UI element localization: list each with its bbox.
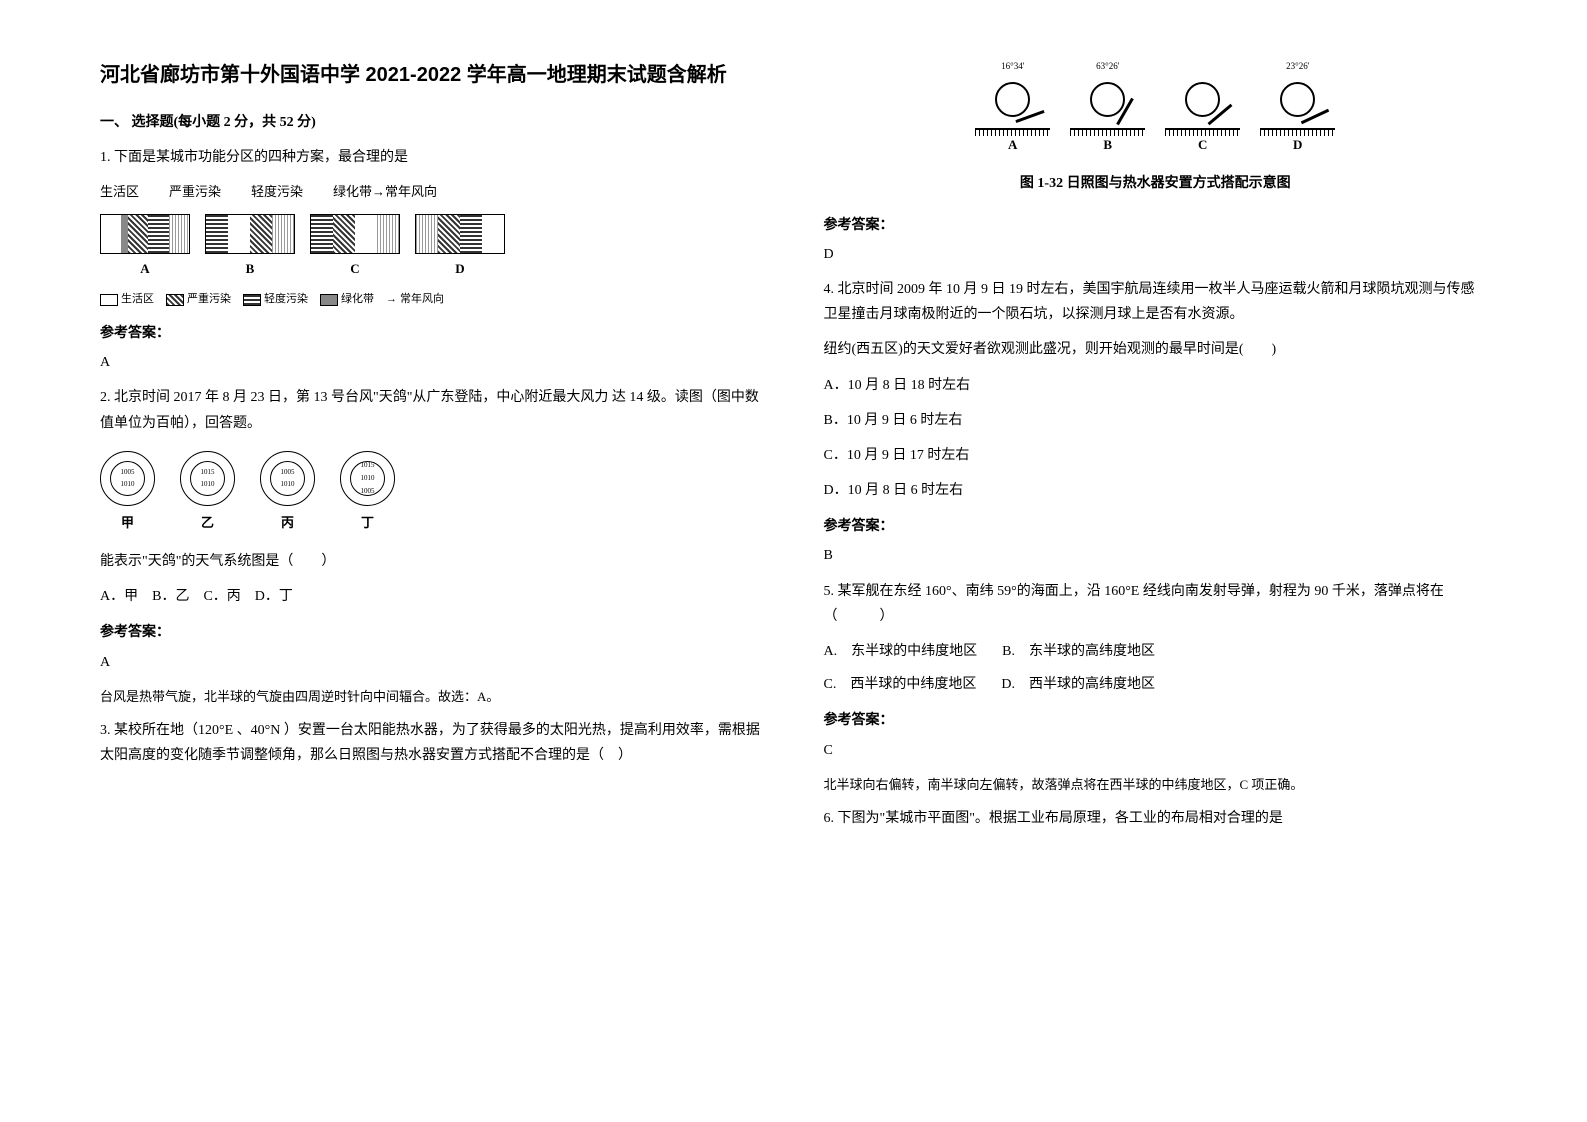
q3-diagram: 16°34' A 63°26' B xyxy=(824,70,1488,197)
q5-opt-d: D. 西半球的高纬度地区 xyxy=(1001,672,1155,697)
q1-legend-strip: 生活区 严重污染 轻度污染 绿化带 →常年风向 xyxy=(100,290,764,310)
legend-light: 轻度污染 xyxy=(251,180,303,203)
q4-opt-b: B．10 月 9 日 6 时左右 xyxy=(824,408,1488,433)
arrow-icon: → xyxy=(386,290,397,310)
q2-subq: 能表示"天鸽"的天气系统图是（ ） xyxy=(100,549,764,574)
q1-label-c: C xyxy=(350,257,359,280)
legend-heavy: 严重污染 xyxy=(169,180,221,203)
q2-ding: 101510101005 丁 xyxy=(340,451,395,534)
q2-yi: 10151010 乙 xyxy=(180,451,235,534)
section-header: 一、 选择题(每小题 2 分，共 52 分) xyxy=(100,110,764,135)
q3-label-c: C xyxy=(1198,133,1207,156)
q1-option-c: C xyxy=(310,214,400,280)
q3-label-b: B xyxy=(1103,133,1112,156)
q3-label-d: D xyxy=(1293,133,1302,156)
q1-answer: A xyxy=(100,350,764,375)
strip-heavy: 严重污染 xyxy=(187,290,231,310)
q4-answer: B xyxy=(824,543,1488,568)
q1-label-b: B xyxy=(246,257,255,280)
question-4: 4. 北京时间 2009 年 10 月 9 日 19 时左右，美国宇航局连续用一… xyxy=(824,277,1488,327)
question-3: 3. 某校所在地（120°E 、40°N ）安置一台太阳能热水器，为了获得最多的… xyxy=(100,718,764,768)
strip-light: 轻度污染 xyxy=(264,290,308,310)
q5-answer-label: 参考答案： xyxy=(824,707,1488,732)
q2-jia: 10051010 甲 xyxy=(100,451,155,534)
q3-option-a: 16°34' A xyxy=(975,70,1050,156)
q1-label-d: D xyxy=(455,257,464,280)
q3-label-a: A xyxy=(1008,133,1017,156)
q2-options: A．甲 B．乙 C．丙 D．丁 xyxy=(100,584,764,609)
q1-option-d: D xyxy=(415,214,505,280)
q2-label-jia: 甲 xyxy=(121,511,134,534)
q3-answer-label: 参考答案： xyxy=(824,212,1488,237)
question-6: 6. 下图为"某城市平面图"。根据工业布局原理，各工业的布局相对合理的是 xyxy=(824,806,1488,831)
q2-diagrams: 10051010 甲 10151010 乙 10051010 丙 1015101… xyxy=(100,451,764,534)
q2-answer: A xyxy=(100,650,764,675)
q3-answer: D xyxy=(824,242,1488,267)
exam-title: 河北省廊坊市第十外国语中学 2021-2022 学年高一地理期末试题含解析 xyxy=(100,60,764,90)
q2-label-ding: 丁 xyxy=(361,511,374,534)
q1-diagrams: A B C D xyxy=(100,214,764,280)
q4-opt-d: D．10 月 8 日 6 时左右 xyxy=(824,478,1488,503)
q2-label-yi: 乙 xyxy=(201,511,214,534)
question-1: 1. 下面是某城市功能分区的四种方案，最合理的是 xyxy=(100,145,764,170)
q5-opt-c: C. 西半球的中纬度地区 xyxy=(824,672,977,697)
left-column: 河北省廊坊市第十外国语中学 2021-2022 学年高一地理期末试题含解析 一、… xyxy=(100,60,764,1062)
q1-option-b: B xyxy=(205,214,295,280)
q4-opt-c: C．10 月 9 日 17 时左右 xyxy=(824,443,1488,468)
strip-living: 生活区 xyxy=(121,290,154,310)
q4-subq: 纽约(西五区)的天文爱好者欲观测此盛况，则开始观测的最早时间是( ) xyxy=(824,337,1488,362)
q2-answer-label: 参考答案： xyxy=(100,619,764,644)
q2-label-bing: 丙 xyxy=(281,511,294,534)
q3-option-c: C xyxy=(1165,70,1240,156)
q5-explanation: 北半球向右偏转，南半球向左偏转，故落弹点将在西半球的中纬度地区，C 项正确。 xyxy=(824,773,1488,796)
q4-answer-label: 参考答案： xyxy=(824,513,1488,538)
strip-green: 绿化带 xyxy=(341,290,374,310)
question-5: 5. 某军舰在东经 160°、南纬 59°的海面上，沿 160°E 经线向南发射… xyxy=(824,579,1488,629)
q3-option-b: 63°26' B xyxy=(1070,70,1145,156)
strip-wind: 常年风向 xyxy=(400,290,444,310)
q3-caption: 图 1-32 日照图与热水器安置方式搭配示意图 xyxy=(1020,171,1291,196)
q5-opt-b: B. 东半球的高纬度地区 xyxy=(1002,639,1155,664)
q5-options-row2: C. 西半球的中纬度地区 D. 西半球的高纬度地区 xyxy=(824,672,1488,697)
q1-option-a: A xyxy=(100,214,190,280)
q5-answer: C xyxy=(824,738,1488,763)
q5-options-row1: A. 东半球的中纬度地区 B. 东半球的高纬度地区 xyxy=(824,639,1488,664)
q3-option-d: 23°26' D xyxy=(1260,70,1335,156)
q1-answer-label: 参考答案： xyxy=(100,320,764,345)
legend-living: 生活区 xyxy=(100,180,139,203)
q1-label-a: A xyxy=(140,257,149,280)
question-2: 2. 北京时间 2017 年 8 月 23 日，第 13 号台风"天鸽"从广东登… xyxy=(100,385,764,435)
q1-legend-row: 生活区 严重污染 轻度污染 绿化带→常年风向 xyxy=(100,180,764,203)
q2-bing: 10051010 丙 xyxy=(260,451,315,534)
q4-opt-a: A．10 月 8 日 18 时左右 xyxy=(824,373,1488,398)
right-column: 16°34' A 63°26' B xyxy=(824,60,1488,1062)
q2-explanation: 台风是热带气旋，北半球的气旋由四周逆时针向中间辐合。故选：A。 xyxy=(100,685,764,708)
legend-green: 绿化带→常年风向 xyxy=(333,180,437,203)
q5-opt-a: A. 东半球的中纬度地区 xyxy=(824,639,978,664)
